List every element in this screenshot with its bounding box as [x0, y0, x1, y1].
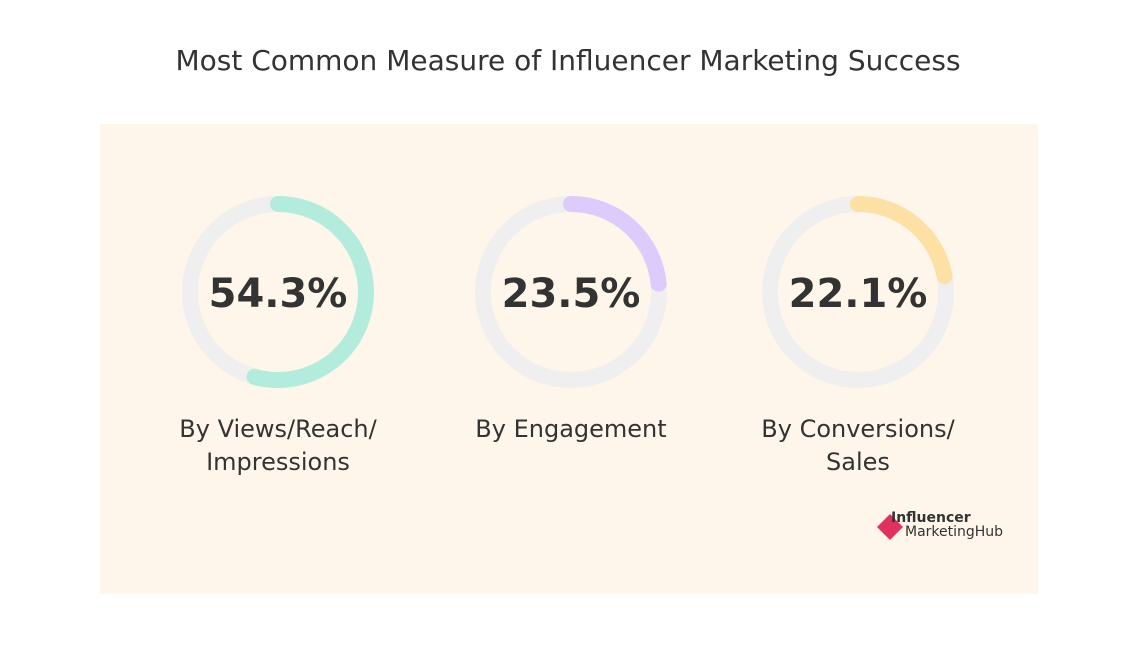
category-label: By Conversions/ Sales [761, 415, 955, 476]
value-label: 23.5% [502, 271, 641, 317]
logo-line2: MarketingHub [905, 524, 1003, 540]
logo: Influencer MarketingHub [877, 510, 1003, 540]
value-label: 22.1% [789, 271, 928, 317]
category-label: By Views/Reach/ Impressions [179, 415, 377, 476]
logo-line1: Influencer [891, 510, 971, 526]
ring-arc [850, 196, 953, 285]
logo-icon [877, 514, 903, 540]
ring-arc [246, 196, 374, 388]
chart-title: Most Common Measure of Influencer Market… [175, 44, 960, 77]
ring-arc [563, 196, 667, 292]
category-label: By Engagement [475, 415, 667, 443]
value-label: 54.3% [209, 271, 348, 317]
